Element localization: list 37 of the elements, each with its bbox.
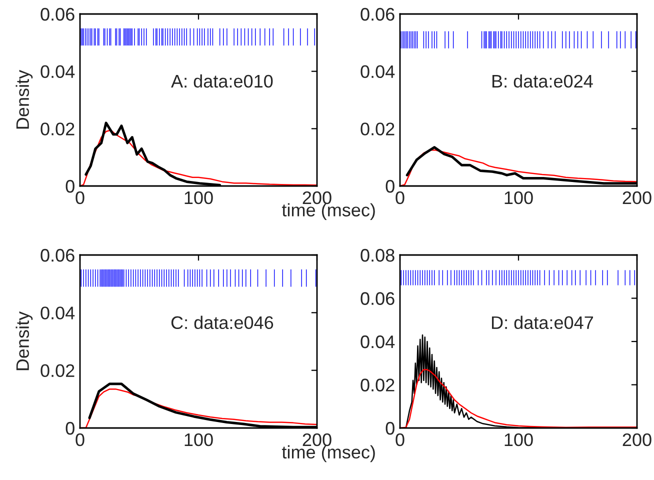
y-tick-label: 0 bbox=[66, 422, 74, 435]
x-axis-title: time (msec) bbox=[282, 203, 375, 220]
y-tick-label: 0.06 bbox=[40, 8, 74, 21]
y-axis-title: Density bbox=[16, 311, 33, 370]
y-tick-label: 0.02 bbox=[360, 378, 394, 392]
x-tick-label: 0 bbox=[396, 191, 404, 204]
x-tick-label: 200 bbox=[622, 191, 652, 204]
x-tick-label: 200 bbox=[302, 191, 332, 204]
y-tick-label: 0.06 bbox=[360, 8, 394, 21]
x-tick-label: 0 bbox=[396, 433, 404, 446]
x-tick-label: 200 bbox=[622, 433, 652, 446]
annotation: C: data:e046 bbox=[171, 316, 274, 330]
annotation: A: data:e010 bbox=[171, 74, 273, 88]
y-tick-label: 0.06 bbox=[360, 292, 394, 305]
x-tick-label: 0 bbox=[76, 191, 84, 204]
y-axis-title: Density bbox=[16, 70, 33, 129]
x-tick-label: 100 bbox=[504, 191, 533, 204]
x-tick-label: 200 bbox=[302, 433, 332, 446]
y-tick-label: 0.06 bbox=[40, 248, 74, 262]
y-tick-label: 0.02 bbox=[360, 122, 394, 136]
x-tick-label: 0 bbox=[76, 433, 84, 446]
y-tick-label: 0 bbox=[386, 180, 394, 193]
y-tick-label: 0 bbox=[66, 180, 74, 193]
y-tick-label: 0.04 bbox=[360, 335, 395, 348]
x-tick-label: 100 bbox=[184, 191, 213, 204]
y-tick-label: 0.04 bbox=[40, 65, 75, 78]
annotation: D: data:e047 bbox=[492, 316, 593, 330]
y-tick-label: 0.08 bbox=[360, 248, 394, 262]
y-tick-label: 0.02 bbox=[40, 122, 74, 136]
y-tick-label: 0.02 bbox=[40, 364, 74, 378]
x-tick-label: 100 bbox=[504, 433, 533, 446]
x-axis-title: time (msec) bbox=[282, 445, 375, 462]
annotation: B: data:e024 bbox=[492, 74, 593, 88]
y-tick-label: 0 bbox=[386, 422, 394, 435]
x-tick-label: 100 bbox=[184, 433, 213, 446]
y-tick-label: 0.04 bbox=[40, 306, 75, 320]
y-tick-label: 0.04 bbox=[360, 65, 395, 78]
